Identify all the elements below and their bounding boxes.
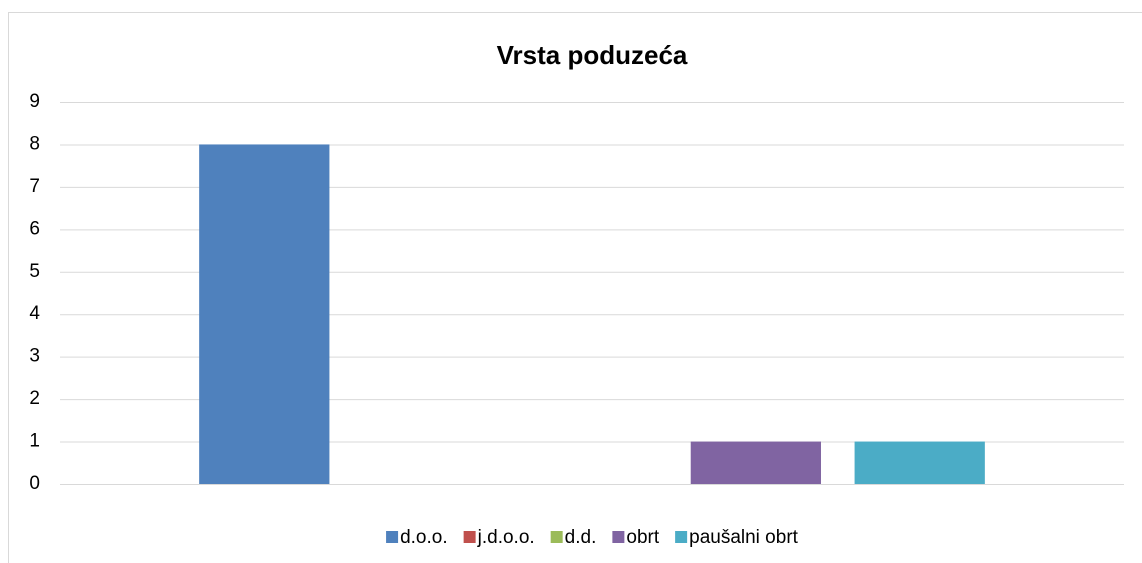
legend-label: d.o.o. [400,527,448,548]
legend-swatch [675,531,688,543]
y-tick-label: 9 [29,91,40,112]
legend-swatch [612,531,625,543]
legend-label: d.d. [565,527,597,548]
y-tick-label: 8 [29,133,40,154]
y-tick-label: 1 [29,431,40,452]
chart-title: Vrsta poduzeća [497,40,688,70]
bar [199,144,330,484]
y-tick-label: 4 [29,303,40,324]
bar [854,441,985,484]
y-tick-label: 0 [29,473,40,494]
legend-label: obrt [626,527,659,548]
y-tick-label: 6 [29,218,40,239]
legend-swatch [550,531,563,543]
y-tick-label: 7 [29,176,40,197]
bar [690,441,821,484]
legend-label: j.d.o.o. [477,527,535,548]
y-tick-label: 3 [29,346,40,367]
y-tick-label: 5 [29,261,40,282]
legend-label: paušalni obrt [689,527,799,548]
legend-swatch [386,531,399,543]
legend-swatch [463,531,476,543]
y-tick-label: 2 [29,388,40,409]
